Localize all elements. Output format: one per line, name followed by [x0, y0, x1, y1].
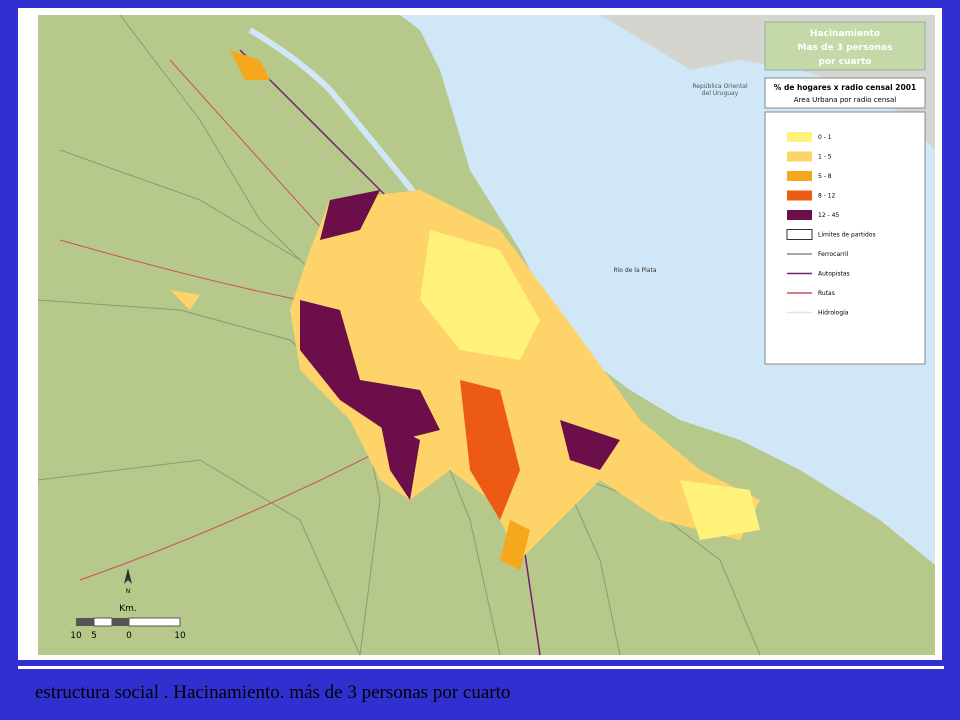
- scale-bar: [76, 617, 181, 627]
- legend-title: Hacinamiento: [810, 29, 880, 39]
- legend-title: por cuarto: [819, 57, 872, 67]
- divider: [18, 666, 944, 669]
- scale-label: 5: [91, 631, 97, 641]
- legend-label: Límites de partidos: [818, 232, 876, 239]
- legend-label: 5 - 8: [818, 173, 832, 180]
- urban-area: [170, 50, 760, 570]
- legend-swatch: [787, 190, 812, 201]
- legend-label: 0 - 1: [818, 134, 832, 141]
- legend-subtitle-box: [764, 77, 926, 109]
- legend-subtitle: % de hogares x radio censal 2001: [774, 83, 916, 92]
- legend-title: Mas de 3 personas: [798, 43, 893, 53]
- north-label: N: [126, 588, 131, 595]
- scale-label: 10: [70, 631, 82, 641]
- north-arrow: [124, 568, 132, 584]
- legend-title-box: [764, 21, 926, 71]
- scale-unit: Km.: [119, 604, 137, 614]
- legend-label: Rutas: [818, 290, 835, 297]
- scale-label: 0: [126, 631, 132, 641]
- legend-label: Hidrología: [818, 310, 849, 317]
- country-label: del Uruguay: [702, 90, 739, 97]
- legend-subtitle: Area Urbana por radio censal: [794, 96, 896, 104]
- legend-swatch: [787, 171, 812, 181]
- country-label: República Oriental: [692, 83, 748, 90]
- legend-swatch: [787, 210, 812, 220]
- legend-swatch: [787, 151, 812, 162]
- legend-swatch: [787, 132, 812, 142]
- water-label: Río de la Plata: [613, 267, 656, 274]
- legend-label: 1 - 5: [818, 154, 832, 161]
- legend-label: Autopistas: [818, 271, 850, 278]
- legend-label: Ferrocarril: [818, 251, 849, 258]
- legend-label: 12 - 45: [818, 212, 839, 219]
- legend-label: 8 - 12: [818, 193, 836, 200]
- legend-swatch: [786, 229, 813, 240]
- caption: estructura social . Hacinamiento. más de…: [35, 682, 510, 703]
- scale-label: 10: [174, 631, 186, 641]
